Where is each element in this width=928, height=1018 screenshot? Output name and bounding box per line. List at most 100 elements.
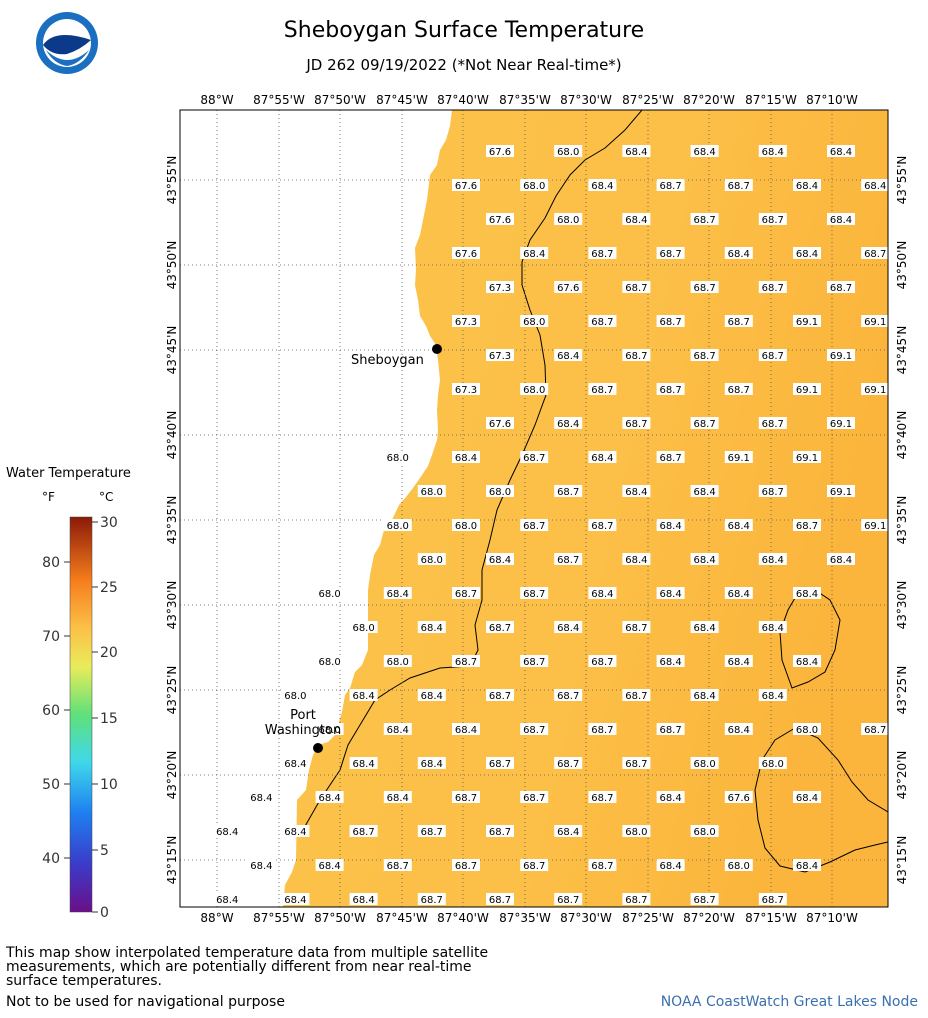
svg-text:68.7: 68.7 bbox=[591, 725, 613, 736]
lat-label: 43°45'N bbox=[895, 326, 909, 375]
temperature-value: 69.1 bbox=[793, 383, 821, 396]
noaa-logo: NOAA bbox=[36, 12, 98, 74]
temperature-value: 67.6 bbox=[554, 281, 583, 294]
temperature-value: 68.4 bbox=[247, 791, 276, 804]
svg-text:68.7: 68.7 bbox=[728, 181, 750, 192]
svg-text:68.4: 68.4 bbox=[693, 691, 715, 702]
temperature-value: 69.1 bbox=[827, 485, 855, 498]
temperature-value: 68.4 bbox=[724, 723, 753, 736]
temperature-value: 68.4 bbox=[793, 791, 821, 804]
lon-label: 87°55'W bbox=[253, 93, 305, 107]
lon-label: 87°10'W bbox=[806, 911, 858, 925]
svg-text:68.7: 68.7 bbox=[523, 861, 545, 872]
svg-text:68.7: 68.7 bbox=[659, 725, 681, 736]
legend-unit-c: °C bbox=[99, 490, 114, 504]
temperature-value: 68.7 bbox=[724, 179, 753, 192]
lon-label: 87°50'W bbox=[314, 911, 366, 925]
temperature-value: 68.7 bbox=[520, 451, 549, 464]
svg-text:69.1: 69.1 bbox=[864, 385, 886, 396]
temperature-value: 68.4 bbox=[793, 587, 821, 600]
svg-text:68.7: 68.7 bbox=[728, 385, 750, 396]
temperature-value: 68.7 bbox=[588, 791, 617, 804]
svg-text:68.4: 68.4 bbox=[489, 555, 511, 566]
legend-c-tick: 20 bbox=[100, 645, 118, 661]
temperature-value: 68.4 bbox=[554, 825, 583, 838]
svg-text:68.0: 68.0 bbox=[387, 657, 409, 668]
temperature-value: 68.7 bbox=[758, 485, 787, 498]
svg-text:68.4: 68.4 bbox=[728, 657, 750, 668]
svg-text:68.0: 68.0 bbox=[796, 725, 818, 736]
temperature-value: 68.4 bbox=[793, 179, 821, 192]
lon-label: 87°20'W bbox=[683, 911, 735, 925]
svg-text:68.4: 68.4 bbox=[728, 725, 750, 736]
temperature-value: 68.4 bbox=[724, 655, 753, 668]
svg-text:68.4: 68.4 bbox=[693, 147, 715, 158]
temperature-value: 68.7 bbox=[452, 859, 480, 872]
map-title: Sheboygan Surface Temperature bbox=[283, 18, 645, 43]
svg-text:68.0: 68.0 bbox=[523, 317, 545, 328]
svg-text:68.7: 68.7 bbox=[489, 827, 511, 838]
svg-text:68.7: 68.7 bbox=[421, 895, 443, 906]
temperature-value: 68.0 bbox=[315, 723, 344, 736]
svg-text:68.7: 68.7 bbox=[659, 249, 681, 260]
temperature-value: 68.4 bbox=[827, 213, 855, 226]
svg-text:68.4: 68.4 bbox=[557, 827, 579, 838]
temperature-value: 68.4 bbox=[861, 179, 888, 192]
map-frame bbox=[179, 109, 889, 908]
temperature-value: 67.6 bbox=[486, 417, 514, 430]
temperature-value: 68.7 bbox=[690, 213, 719, 226]
lat-label: 43°20'N bbox=[895, 751, 909, 800]
temperature-value: 68.0 bbox=[315, 587, 344, 600]
temperature-value: 68.7 bbox=[690, 893, 719, 906]
temperature-value: 68.7 bbox=[588, 723, 617, 736]
temperature-value: 69.1 bbox=[861, 383, 888, 396]
svg-text:68.4: 68.4 bbox=[455, 725, 477, 736]
temperature-value: 68.4 bbox=[793, 859, 821, 872]
temperature-value: 68.7 bbox=[622, 893, 651, 906]
temperature-value: 68.0 bbox=[383, 519, 412, 532]
temperature-value: 68.0 bbox=[690, 757, 719, 770]
svg-text:68.7: 68.7 bbox=[625, 283, 647, 294]
svg-text:68.7: 68.7 bbox=[421, 827, 443, 838]
svg-text:68.4: 68.4 bbox=[421, 623, 443, 634]
lon-label: 87°45'W bbox=[376, 911, 428, 925]
svg-text:68.7: 68.7 bbox=[489, 691, 511, 702]
svg-text:68.4: 68.4 bbox=[284, 827, 306, 838]
svg-text:68.7: 68.7 bbox=[455, 589, 477, 600]
svg-text:68.4: 68.4 bbox=[352, 759, 374, 770]
temperature-value: 68.0 bbox=[724, 859, 753, 872]
svg-text:68.4: 68.4 bbox=[523, 249, 545, 260]
svg-text:68.7: 68.7 bbox=[762, 215, 784, 226]
temperature-value: 68.7 bbox=[417, 893, 446, 906]
lon-label: 87°25'W bbox=[622, 93, 674, 107]
svg-text:68.7: 68.7 bbox=[659, 453, 681, 464]
svg-text:68.4: 68.4 bbox=[796, 657, 818, 668]
svg-text:68.0: 68.0 bbox=[762, 759, 784, 770]
temperature-value: 68.0 bbox=[349, 621, 378, 634]
lat-label: 43°55'N bbox=[895, 156, 909, 205]
temperature-value: 68.7 bbox=[622, 281, 651, 294]
credit-text: NOAA CoastWatch Great Lakes Node bbox=[660, 994, 918, 1010]
svg-text:68.7: 68.7 bbox=[625, 351, 647, 362]
legend-c-tick: 15 bbox=[100, 711, 118, 727]
legend-f-tick: 70 bbox=[42, 629, 60, 645]
svg-text:68.4: 68.4 bbox=[625, 147, 647, 158]
svg-text:68.4: 68.4 bbox=[796, 589, 818, 600]
temperature-value: 68.0 bbox=[315, 655, 344, 668]
svg-text:68.0: 68.0 bbox=[557, 215, 579, 226]
svg-text:68.7: 68.7 bbox=[557, 895, 579, 906]
svg-text:68.4: 68.4 bbox=[557, 419, 579, 430]
city-port-washington: Port Washington bbox=[265, 708, 341, 753]
temperature-value: 68.4 bbox=[520, 247, 549, 260]
svg-text:69.1: 69.1 bbox=[728, 453, 750, 464]
lon-label: 87°20'W bbox=[683, 93, 735, 107]
temperature-value: 68.4 bbox=[417, 621, 446, 634]
svg-text:68.4: 68.4 bbox=[728, 589, 750, 600]
noaa-logo-text: NOAA bbox=[55, 28, 79, 37]
temperature-value: 68.4 bbox=[690, 689, 719, 702]
svg-text:68.4: 68.4 bbox=[625, 215, 647, 226]
svg-text:68.7: 68.7 bbox=[762, 283, 784, 294]
lon-label: 87°50'W bbox=[314, 93, 366, 107]
svg-text:68.7: 68.7 bbox=[591, 249, 613, 260]
